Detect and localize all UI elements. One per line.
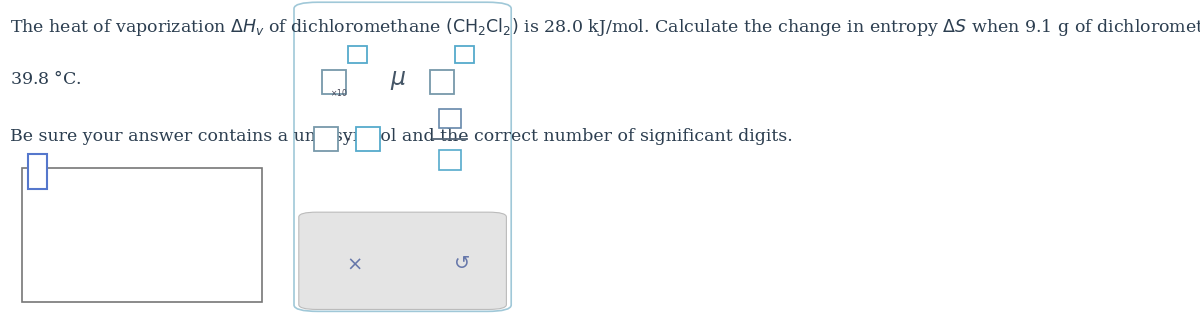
FancyBboxPatch shape: [322, 70, 346, 93]
Text: $\cdot$: $\cdot$: [346, 130, 350, 148]
Text: $\times$: $\times$: [346, 254, 362, 274]
Text: The heat of vaporization $\Delta H_{v}$ of dichloromethane $\left(\mathrm{CH_2Cl: The heat of vaporization $\Delta H_{v}$ …: [10, 16, 1200, 38]
FancyBboxPatch shape: [356, 127, 380, 151]
FancyBboxPatch shape: [439, 150, 461, 170]
Text: Be sure your answer contains a unit symbol and the correct number of significant: Be sure your answer contains a unit symb…: [10, 128, 792, 145]
Text: $\mu$: $\mu$: [390, 68, 407, 92]
FancyBboxPatch shape: [28, 154, 47, 189]
Text: 39.8 $\degree$C.: 39.8 $\degree$C.: [10, 70, 82, 88]
Text: ↺: ↺: [454, 254, 470, 274]
FancyBboxPatch shape: [294, 2, 511, 311]
FancyBboxPatch shape: [455, 45, 474, 63]
FancyBboxPatch shape: [314, 127, 338, 151]
FancyBboxPatch shape: [299, 212, 506, 309]
FancyBboxPatch shape: [22, 168, 262, 302]
FancyBboxPatch shape: [348, 45, 367, 63]
FancyBboxPatch shape: [430, 70, 454, 93]
FancyBboxPatch shape: [439, 109, 461, 128]
Text: $\times$10: $\times$10: [330, 87, 348, 98]
